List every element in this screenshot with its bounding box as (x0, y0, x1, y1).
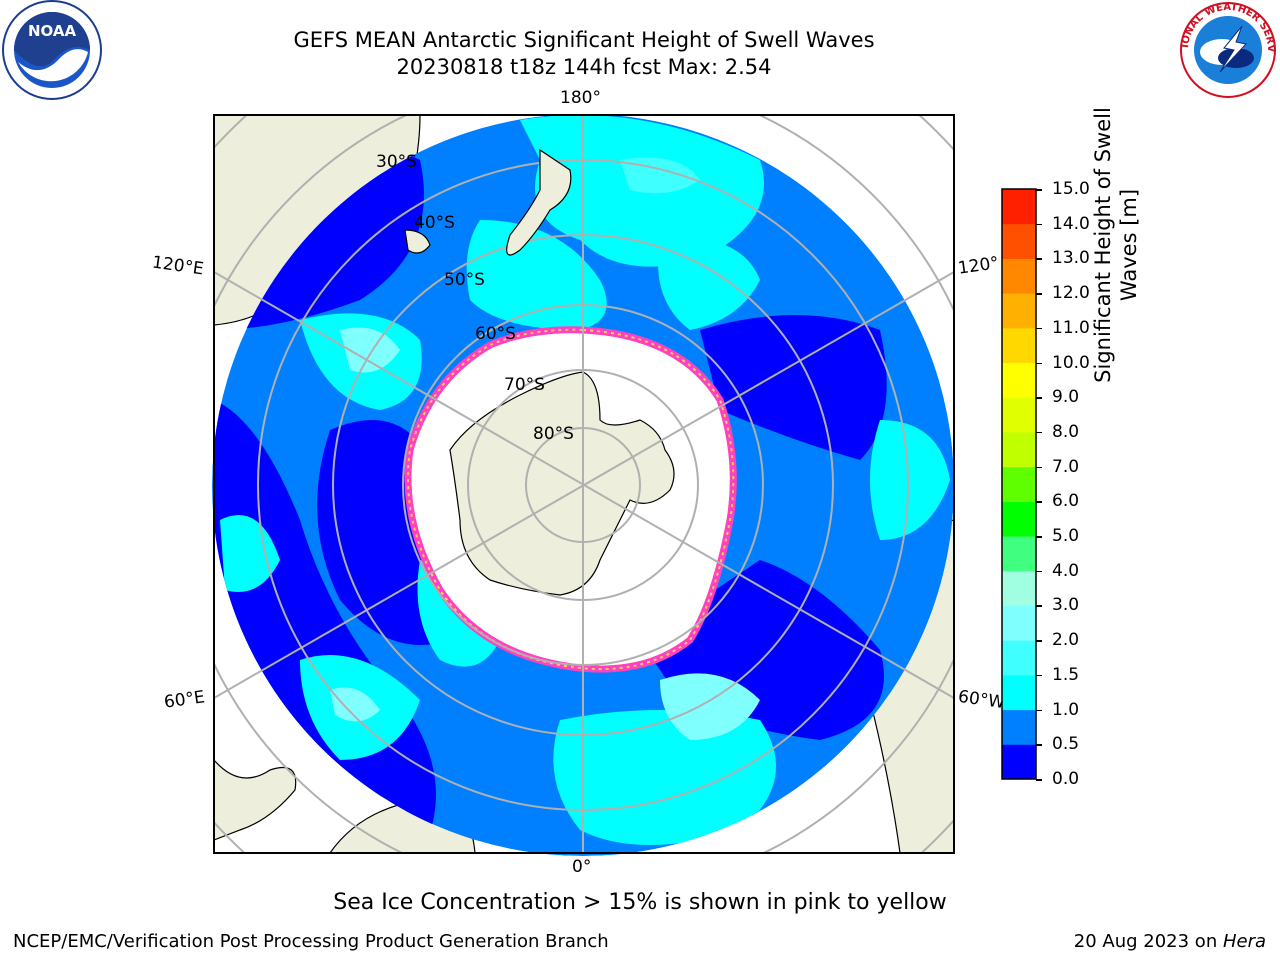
colorbar-tick-mark (1036, 327, 1042, 330)
colorbar-tick: 8.0 (1052, 421, 1080, 442)
colorbar-tick-mark (1036, 640, 1042, 642)
colorbar-tick-mark (1036, 674, 1042, 677)
colorbar-segment (1002, 258, 1036, 294)
colorbar-tick-mark (1036, 293, 1042, 295)
colorbar-segment (1002, 397, 1036, 433)
colorbar-tick: 12.0 (1052, 283, 1090, 304)
colorbar (1001, 188, 1037, 780)
colorbar-segment (1002, 605, 1036, 641)
lon-label-180: 180° (560, 88, 601, 108)
footer-date-text: 20 Aug 2023 on (1073, 931, 1223, 952)
lat-label-50s: 50°S (444, 270, 485, 290)
colorbar-tick: 0.0 (1052, 769, 1080, 789)
noaa-logo: NOAA (2, 0, 102, 100)
colorbar-segment (1002, 570, 1036, 606)
colorbar-segment (1002, 501, 1036, 537)
colorbar-tick-mark (1036, 779, 1042, 781)
colorbar-tick: 4.0 (1052, 560, 1080, 581)
map-subtitle: 20230818 t18z 144h fcst Max: 2.54 (396, 55, 772, 79)
colorbar-segment (1002, 431, 1036, 468)
colorbar-tick: 9.0 (1052, 387, 1080, 408)
colorbar-tick-mark (1036, 223, 1042, 226)
graticule (214, 115, 954, 853)
colorbar-tick-mark (1036, 258, 1042, 260)
colorbar-tick: 2.0 (1052, 630, 1080, 651)
footer-date: 20 Aug 2023 on Hera (1074, 931, 1266, 952)
footer-credit: NCEP/EMC/Verification Post Processing Pr… (13, 931, 609, 952)
footer-machine: Hera (1222, 931, 1266, 952)
colorbar-tick-mark (1036, 466, 1042, 469)
colorbar-tick: 11.0 (1052, 317, 1090, 338)
colorbar-tick: 13.0 (1052, 248, 1090, 269)
colorbar-tick-mark (1036, 709, 1042, 712)
colorbar-tick-mark (1036, 570, 1042, 573)
colorbar-tick-mark (1036, 397, 1042, 399)
colorbar-tick: 14.0 (1052, 213, 1090, 234)
colorbar-segment (1002, 744, 1036, 780)
colorbar-segment (1002, 466, 1036, 502)
colorbar-tick: 1.5 (1052, 664, 1080, 685)
nws-logo: NATIONAL WEATHER SERVICE (1176, 0, 1276, 98)
map-border (213, 114, 955, 854)
colorbar-tick: 7.0 (1052, 456, 1080, 477)
lat-label-40s: 40°S (414, 213, 455, 233)
colorbar-segment (1002, 640, 1036, 676)
colorbar-tick-mark (1036, 362, 1042, 365)
colorbar-tick: 15.0 (1052, 179, 1090, 199)
colorbar-segment (1002, 709, 1036, 745)
colorbar-tick: 10.0 (1052, 352, 1090, 373)
colorbar-tick-mark (1036, 501, 1042, 503)
colorbar-tick: 3.0 (1052, 595, 1080, 616)
lon-label-0: 0° (572, 857, 592, 877)
lat-label-70s: 70°S (504, 375, 545, 395)
sea-ice-note: Sea Ice Concentration > 15% is shown in … (333, 890, 947, 915)
colorbar-tick-mark (1036, 605, 1042, 607)
colorbar-segment (1002, 674, 1036, 711)
map-title: GEFS MEAN Antarctic Significant Height o… (293, 28, 875, 52)
colorbar-tick: 0.5 (1052, 734, 1080, 755)
colorbar-tick: 5.0 (1052, 526, 1080, 547)
colorbar-tick-mark (1036, 744, 1042, 746)
colorbar-segment (1002, 223, 1036, 259)
colorbar-tick: 1.0 (1052, 699, 1080, 720)
colorbar-tick: 6.0 (1052, 491, 1080, 512)
colorbar-tick-mark (1036, 189, 1042, 191)
colorbar-tick-mark (1036, 431, 1042, 434)
lat-label-80s: 80°S (533, 424, 574, 444)
svg-text:NOAA: NOAA (28, 22, 77, 40)
lat-label-30s: 30°S (376, 152, 417, 172)
colorbar-segment (1002, 536, 1036, 572)
colorbar-segment (1002, 293, 1036, 329)
colorbar-segment (1002, 362, 1036, 398)
colorbar-segment (1002, 189, 1036, 225)
colorbar-segment (1002, 327, 1036, 364)
colorbar-title: Significant Height of Swell Waves [m] (1091, 107, 1141, 383)
lat-label-60s: 60°S (475, 324, 516, 344)
colorbar-tick-mark (1036, 536, 1042, 538)
